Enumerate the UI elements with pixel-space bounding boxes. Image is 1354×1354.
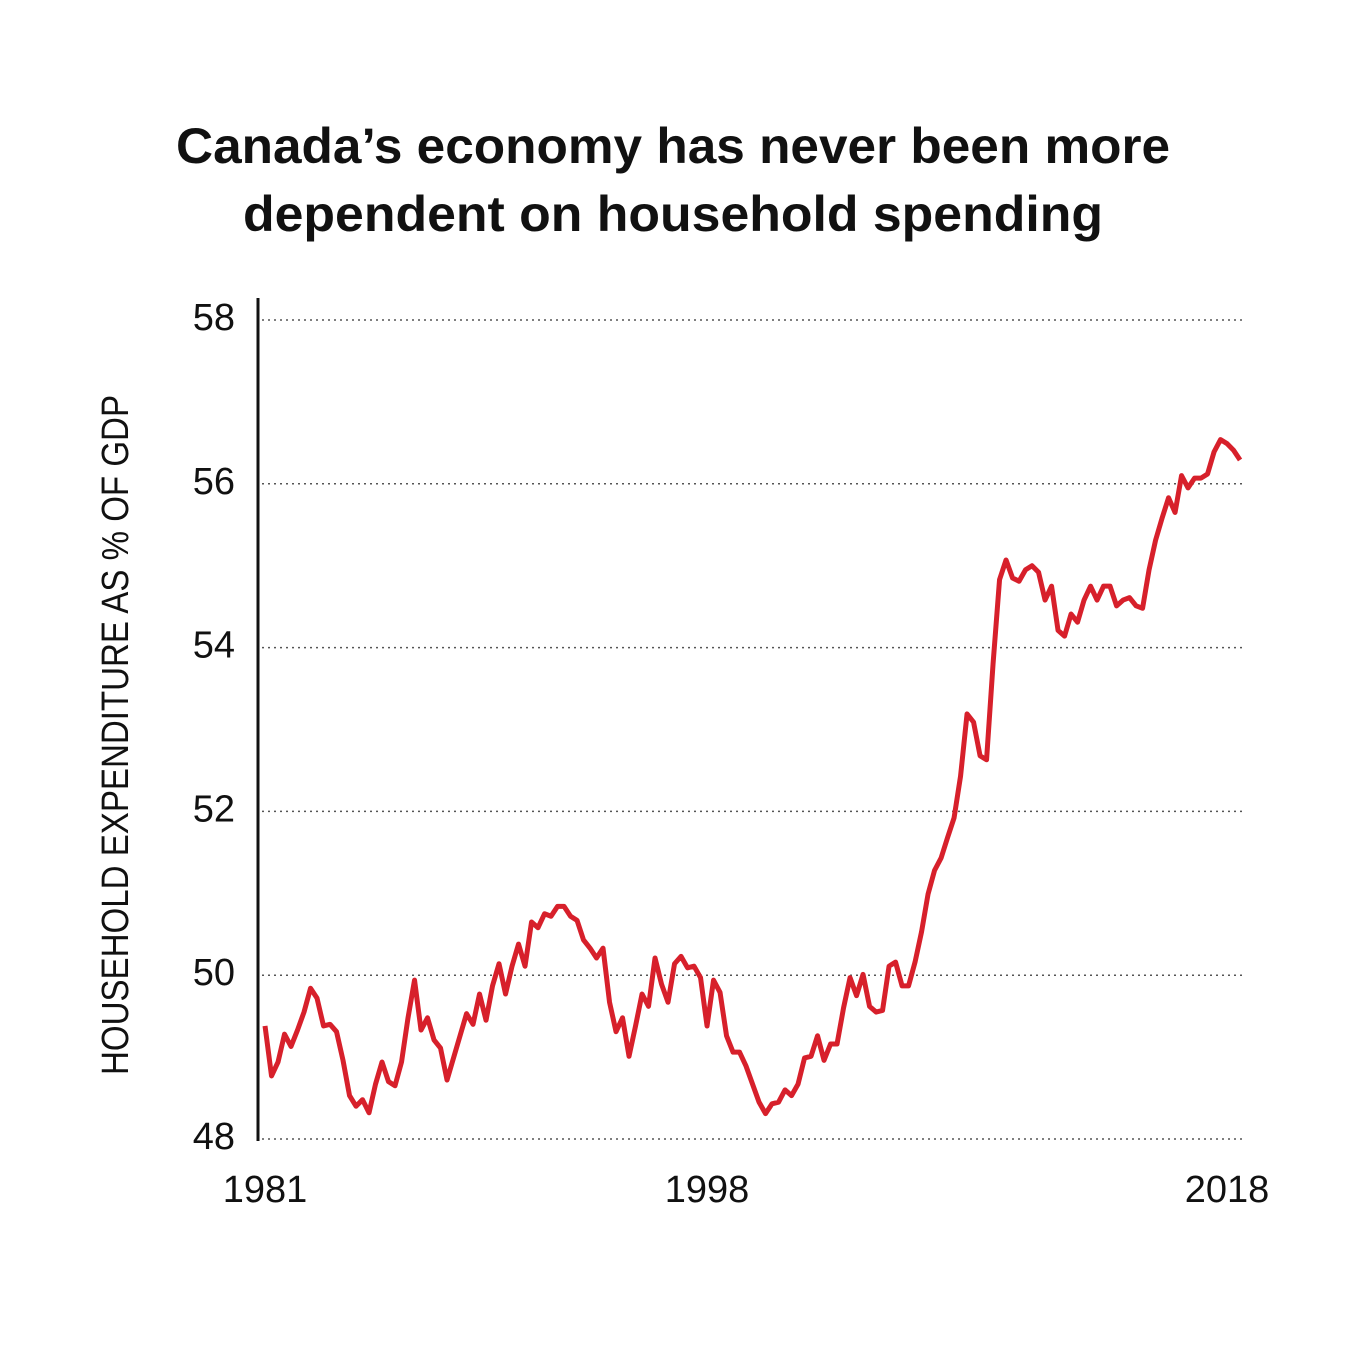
data-line: [262, 437, 1243, 1117]
y-tick-label: 58: [193, 297, 235, 339]
y-axis-label: HOUSEHOLD EXPENDITURE AS % OF GDP: [95, 395, 137, 1075]
y-tick-label: 54: [193, 625, 235, 667]
chart-title: dependent on household spending: [243, 186, 1103, 242]
x-tick-label: 1981: [223, 1169, 308, 1211]
y-tick-label: 50: [193, 952, 235, 994]
y-tick-label: 48: [193, 1116, 235, 1158]
y-tick-label: 52: [193, 788, 235, 830]
x-tick-label: 2018: [1185, 1169, 1270, 1211]
x-tick-label: 1998: [665, 1169, 750, 1211]
chart-title: Canada’s economy has never been more: [176, 118, 1170, 174]
y-tick-label: 56: [193, 461, 235, 503]
